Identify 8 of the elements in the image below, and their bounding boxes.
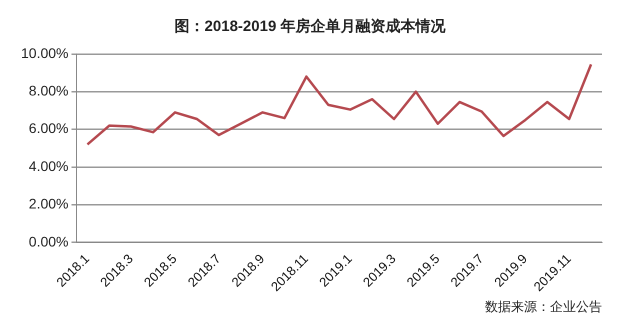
- y-tick-label: 10.00%: [21, 44, 68, 61]
- chart-title: 图：2018-2019 年房企单月融资成本情况: [174, 17, 446, 36]
- y-tick-label: 0.00%: [28, 233, 68, 250]
- source-note: 数据来源：企业公告: [484, 298, 603, 316]
- y-tick-label: 6.00%: [28, 120, 68, 136]
- y-tick-label: 8.00%: [28, 82, 68, 99]
- y-tick-label: 2.00%: [28, 196, 68, 212]
- y-tick-label: 4.00%: [28, 158, 68, 174]
